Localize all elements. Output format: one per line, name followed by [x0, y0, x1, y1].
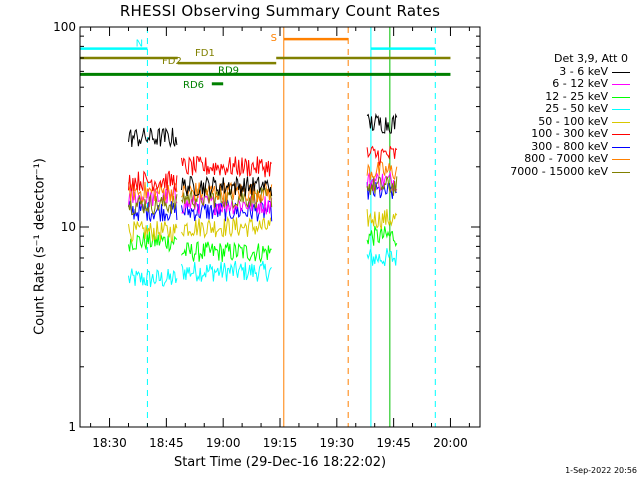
legend-item: 50 - 100 keV — [482, 114, 632, 129]
flag-label: RD6 — [183, 80, 204, 91]
series-line — [128, 127, 178, 148]
x-tick-label: 18:30 — [92, 436, 127, 450]
series-line — [366, 160, 398, 181]
x-tick-label: 19:30 — [320, 436, 355, 450]
flag-label: N — [136, 39, 143, 50]
legend-item: 100 - 300 keV — [482, 127, 632, 141]
x-tick-label: 20:00 — [433, 436, 468, 450]
series-line — [366, 209, 398, 230]
flag-label: RD9 — [218, 65, 239, 76]
legend-swatch — [612, 121, 630, 123]
flag-label: FD2 — [162, 56, 182, 67]
legend-swatch — [612, 109, 630, 110]
legend-label: 50 - 100 keV — [538, 114, 608, 128]
legend-item: 800 - 7000 keV — [482, 152, 632, 166]
chart-title: RHESSI Observing Summary Count Rates — [119, 2, 441, 20]
legend-item: 6 - 12 keV — [482, 77, 632, 91]
x-tick-label: 18:45 — [149, 436, 184, 450]
series-line — [181, 175, 273, 197]
y-tick-label: 10 — [61, 220, 76, 234]
legend-swatch — [612, 171, 630, 173]
y-axis-label: Count Rate (s⁻¹ detector⁻¹) — [32, 158, 48, 335]
series-line — [366, 112, 398, 134]
legend-swatch — [612, 134, 630, 135]
series-line — [181, 155, 272, 178]
legend-item: 25 - 50 keV — [482, 102, 632, 116]
legend-item: 300 - 800 keV — [482, 139, 632, 154]
legend-label: 100 - 300 keV — [531, 127, 608, 140]
legend-header-text: Det 3,9, Att 0 — [554, 52, 628, 65]
legend-item: 12 - 25 keV — [482, 89, 632, 104]
legend-label: 6 - 12 keV — [552, 77, 608, 90]
series-line — [181, 260, 272, 282]
legend-swatch — [612, 71, 630, 73]
series-line — [128, 193, 178, 216]
flag-label: FD1 — [195, 48, 215, 59]
legend-label: 7000 - 15000 keV — [510, 164, 608, 178]
x-tick-label: 19:00 — [206, 436, 241, 450]
legend-item: 3 - 6 keV — [482, 64, 632, 79]
series-line — [366, 225, 398, 248]
legend-header: Det 3,9, Att 0 — [482, 52, 632, 66]
series-line — [366, 145, 398, 167]
legend-label: 3 - 6 keV — [559, 64, 608, 78]
date-stamp: 1-Sep-2022 20:56 — [565, 466, 637, 475]
legend-swatch — [612, 146, 630, 148]
flag-label: S — [271, 33, 277, 44]
legend-swatch — [612, 84, 630, 85]
legend: Det 3,9, Att 0 3 - 6 keV 6 - 12 keV 12 - 2… — [482, 52, 632, 179]
y-tick-label: 1 — [68, 420, 76, 434]
series-line — [366, 176, 398, 196]
y-tick-label: 100 — [53, 20, 76, 34]
series-line — [366, 248, 398, 267]
legend-label: 25 - 50 keV — [545, 102, 608, 115]
plot-frame — [79, 26, 481, 428]
legend-swatch — [612, 159, 630, 160]
legend-label: 800 - 7000 keV — [524, 152, 608, 165]
series-line — [128, 221, 178, 244]
legend-item: 7000 - 15000 keV — [482, 164, 632, 179]
legend-swatch — [612, 96, 630, 98]
series-line — [181, 241, 272, 264]
series-line — [128, 268, 178, 288]
x-axis-label: Start Time (29-Dec-16 18:22:02) — [173, 455, 387, 470]
legend-label: 300 - 800 keV — [531, 139, 608, 153]
series-line — [181, 186, 273, 210]
x-tick-label: 19:15 — [263, 436, 298, 450]
legend-label: 12 - 25 keV — [545, 89, 608, 103]
series-line — [181, 181, 273, 203]
series-line — [181, 215, 273, 239]
series-line — [128, 170, 178, 193]
x-tick-label: 19:45 — [376, 436, 411, 450]
